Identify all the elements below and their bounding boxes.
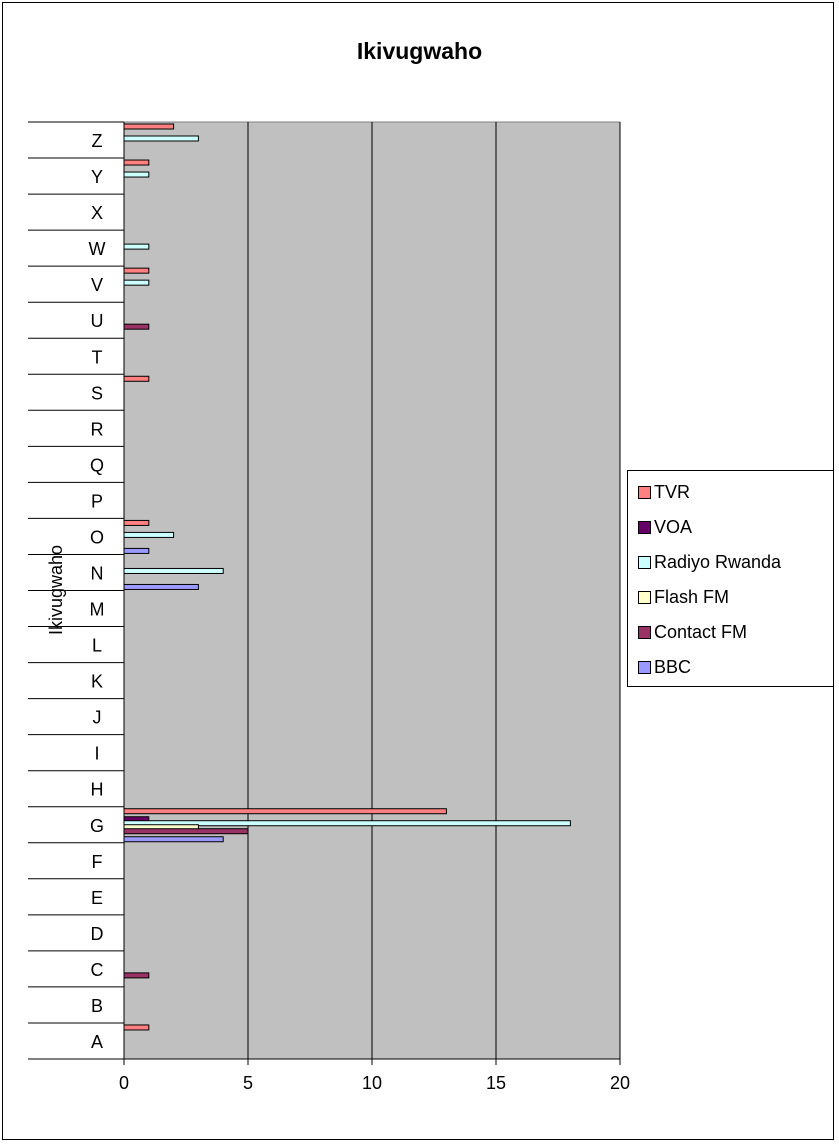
y-tick-label-H: H — [91, 780, 104, 800]
y-tick-label-E: E — [91, 888, 103, 908]
y-tick-label-I: I — [94, 744, 99, 764]
legend-label: VOA — [654, 517, 693, 537]
legend-swatch — [638, 521, 651, 534]
legend-swatch — [638, 626, 651, 639]
legend-item-voa: VOA — [638, 510, 833, 545]
bar-G-bbc — [123, 836, 224, 843]
bar-Z-radiyo-rwanda — [123, 135, 199, 142]
legend-swatch — [638, 661, 651, 674]
bar-V-radiyo-rwanda — [123, 279, 150, 286]
y-tick-label-N: N — [91, 563, 104, 583]
x-tick-label-0: 0 — [119, 1073, 129, 1093]
y-tick-label-Y: Y — [91, 167, 103, 187]
legend-item-radiyo-rwanda: Radiyo Rwanda — [638, 545, 833, 580]
y-tick-label-O: O — [90, 527, 104, 547]
y-tick-label-V: V — [91, 275, 103, 295]
y-tick-label-X: X — [91, 203, 103, 223]
chart-title: Ikivugwaho — [356, 38, 483, 64]
y-tick-label-M: M — [90, 600, 105, 620]
legend-swatch — [638, 486, 651, 499]
y-tick-label-Q: Q — [90, 455, 104, 475]
x-tick-label-15: 15 — [486, 1073, 506, 1093]
x-tick-label-20: 20 — [610, 1073, 630, 1093]
y-tick-label-F: F — [92, 852, 103, 872]
legend-label: BBC — [654, 657, 692, 677]
bar-S-tvr — [123, 375, 150, 382]
bar-C-contact-fm — [123, 972, 150, 979]
x-tick-label-5: 5 — [243, 1073, 253, 1093]
legend-item-flash-fm: Flash FM — [638, 580, 833, 615]
legend: TVR VOA Radiyo Rwanda Flash FM Contact FM BBC — [627, 470, 834, 687]
axes — [28, 121, 621, 1065]
y-tick-label-A: A — [91, 1032, 103, 1052]
y-tick-label-S: S — [91, 383, 103, 403]
y-tick-label-W: W — [89, 239, 106, 259]
bar-N-radiyo-rwanda — [123, 567, 224, 574]
bar-Y-tvr — [123, 159, 150, 166]
bar-W-radiyo-rwanda — [123, 243, 150, 250]
gridlines — [247, 122, 621, 1059]
legend-label: Radiyo Rwanda — [654, 552, 782, 572]
y-tick-label-J: J — [93, 708, 102, 728]
legend-label: Contact FM — [654, 622, 748, 642]
legend-item-tvr: TVR — [638, 475, 833, 510]
bar-O-bbc — [123, 547, 150, 554]
y-tick-label-U: U — [91, 311, 104, 331]
legend-label: Flash FM — [654, 587, 730, 607]
legend-label: TVR — [654, 482, 690, 502]
y-tick-label-T: T — [92, 347, 103, 367]
y-tick-label-R: R — [91, 419, 104, 439]
y-axis-label: Ikivugwaho — [46, 545, 66, 635]
y-tick-label-P: P — [91, 491, 103, 511]
y-tick-label-Z: Z — [92, 131, 103, 151]
legend-swatch — [638, 591, 651, 604]
bar-A-tvr — [123, 1024, 150, 1031]
legend-swatch — [638, 556, 651, 569]
y-tick-label-K: K — [91, 672, 103, 692]
y-tick-label-B: B — [91, 996, 103, 1016]
x-tick-label-10: 10 — [362, 1073, 382, 1093]
y-tick-label-G: G — [90, 816, 104, 836]
bar-G-tvr — [123, 808, 447, 815]
bar-V-tvr — [123, 267, 150, 274]
x-tick-labels: 0 5 10 15 20 — [119, 1073, 630, 1093]
y-tick-label-C: C — [91, 960, 104, 980]
legend-item-bbc: BBC — [638, 650, 833, 685]
bar-Y-radiyo-rwanda — [123, 171, 150, 178]
bar-N-bbc — [123, 583, 199, 590]
y-tick-label-L: L — [92, 636, 102, 656]
bar-U-contact-fm — [123, 323, 150, 330]
bar-Z-tvr — [123, 123, 175, 130]
bar-O-tvr — [123, 519, 150, 526]
bar-O-radiyo-rwanda — [123, 531, 175, 538]
legend-item-contact-fm: Contact FM — [638, 615, 833, 650]
bar-G-contact-fm — [123, 828, 249, 835]
y-tick-label-D: D — [91, 924, 104, 944]
